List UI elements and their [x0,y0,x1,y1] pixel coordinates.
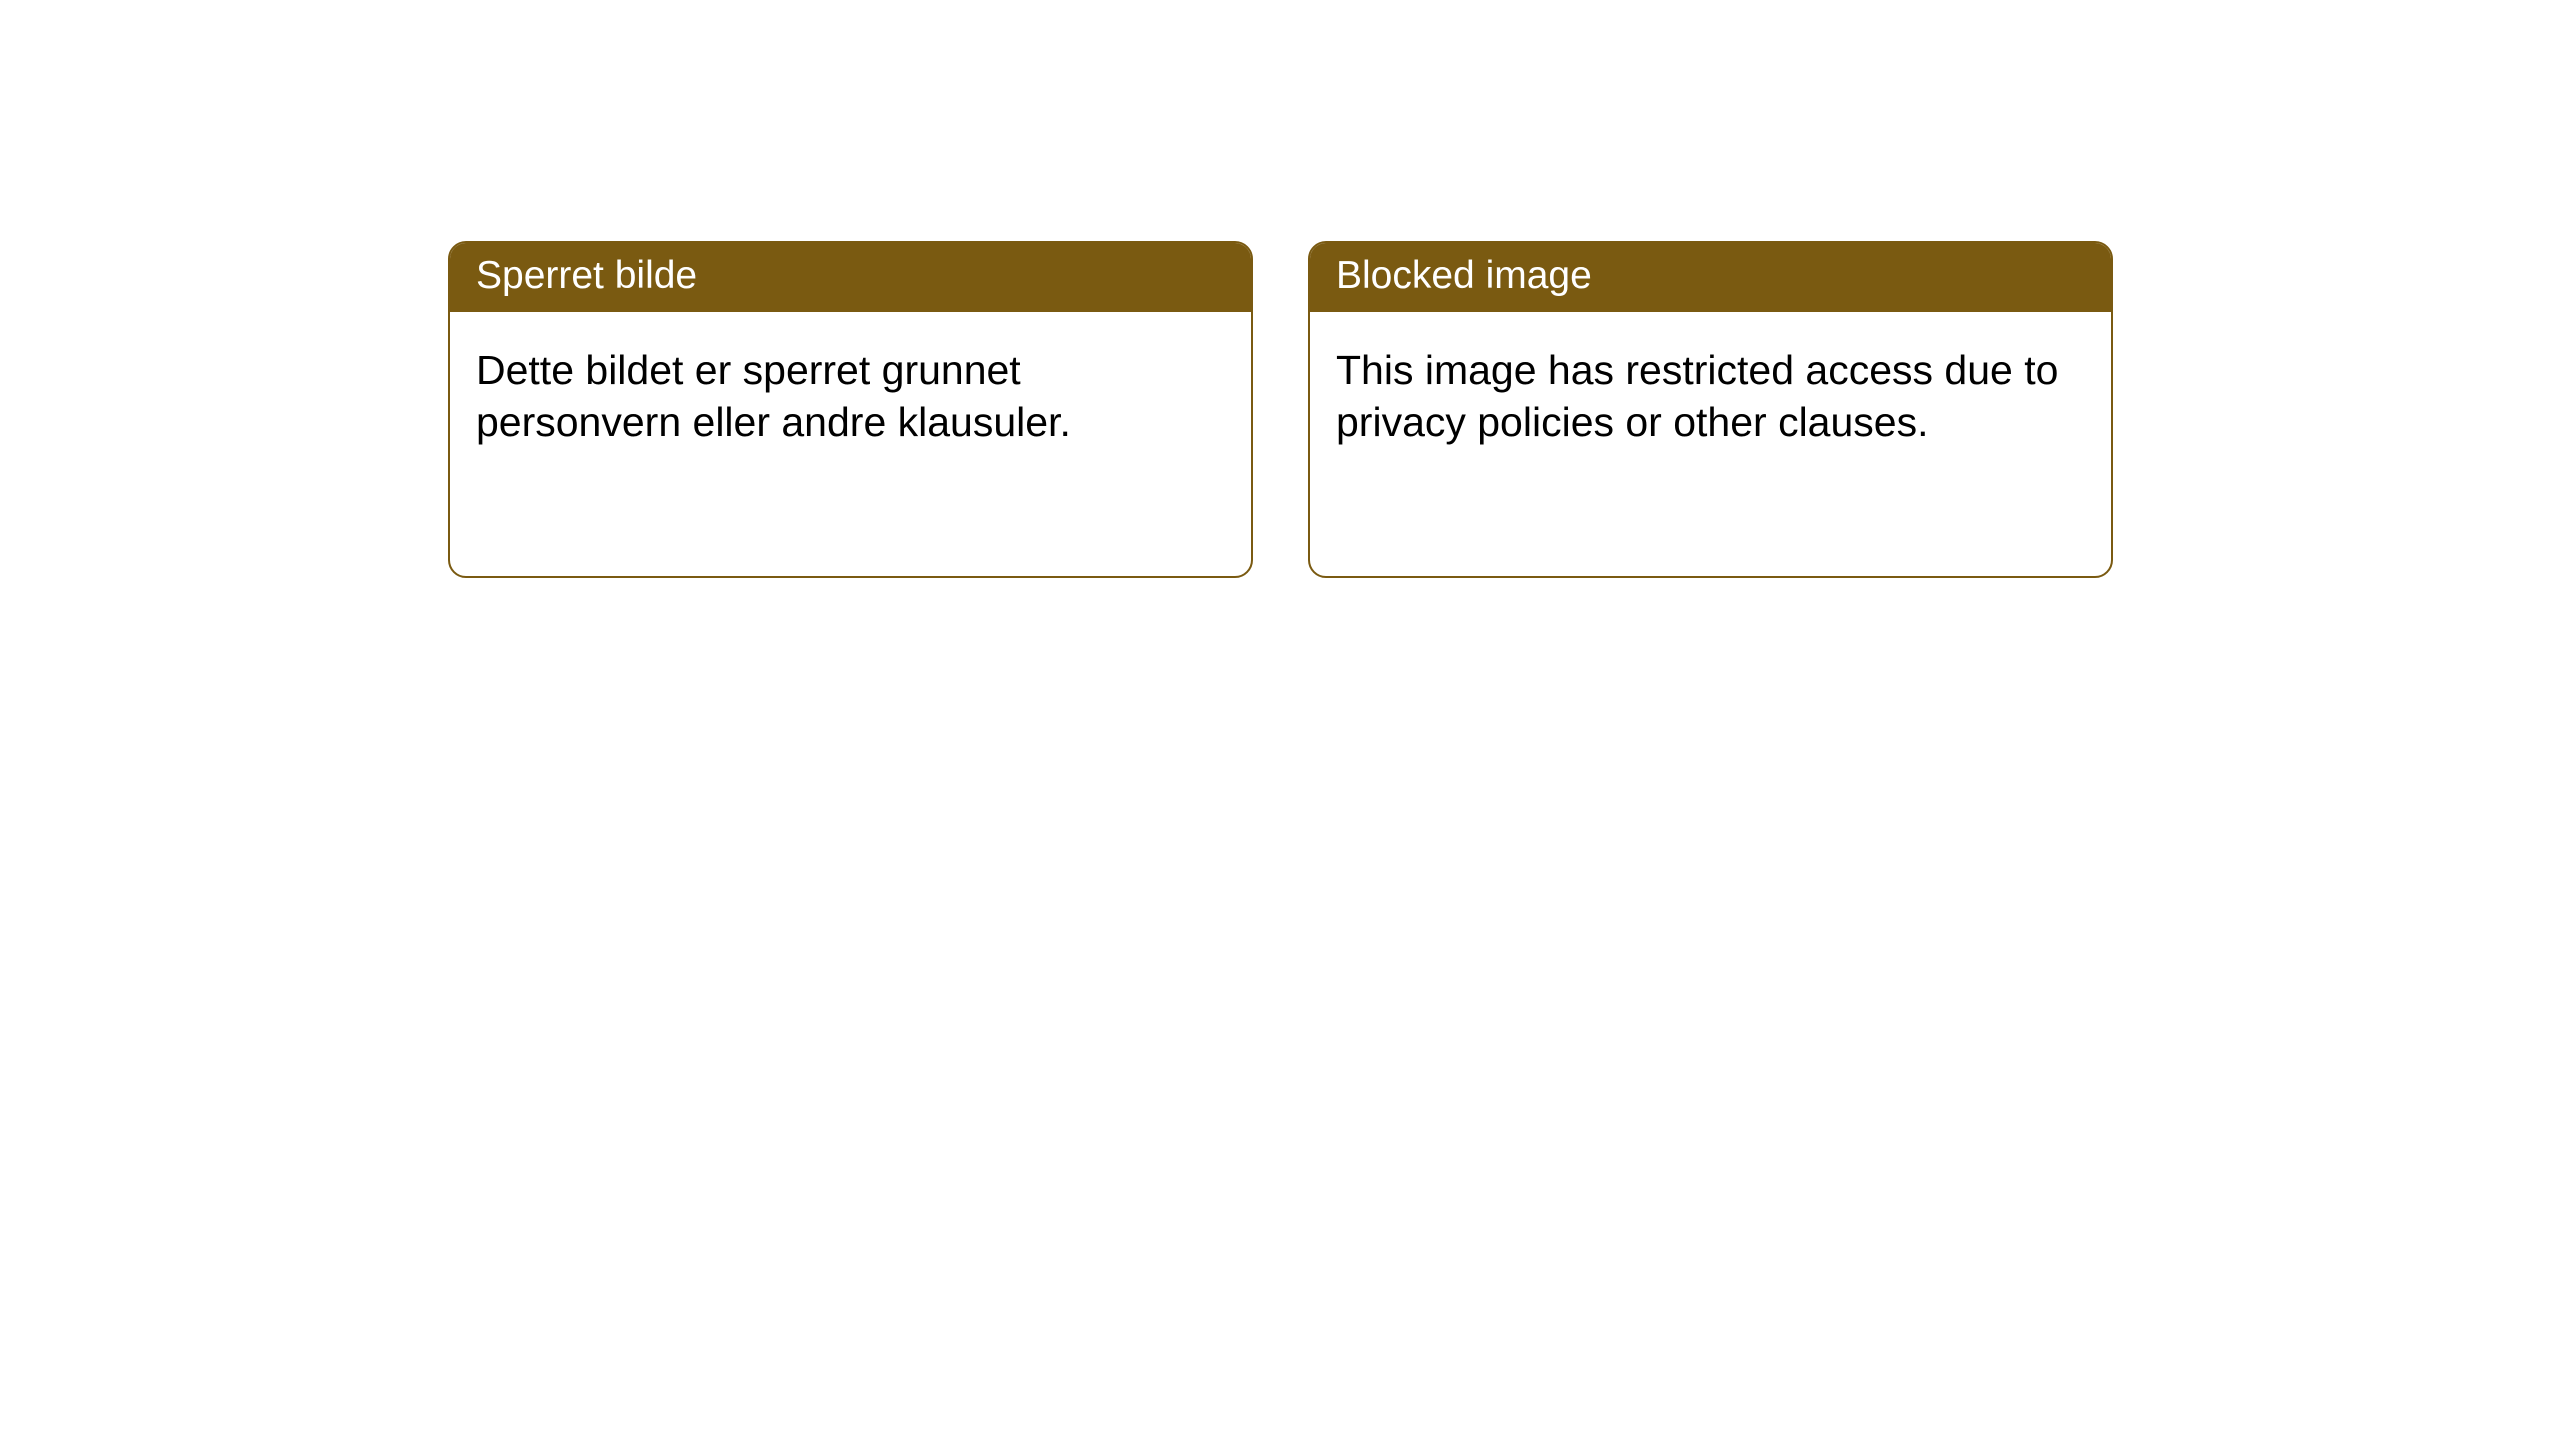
notice-card-body: This image has restricted access due to … [1310,312,2111,474]
notice-card-header: Sperret bilde [450,243,1251,312]
notice-card-body: Dette bildet er sperret grunnet personve… [450,312,1251,474]
notice-card-header: Blocked image [1310,243,2111,312]
notice-card-norwegian: Sperret bilde Dette bildet er sperret gr… [448,241,1253,578]
notice-cards-container: Sperret bilde Dette bildet er sperret gr… [448,241,2113,578]
notice-card-english: Blocked image This image has restricted … [1308,241,2113,578]
